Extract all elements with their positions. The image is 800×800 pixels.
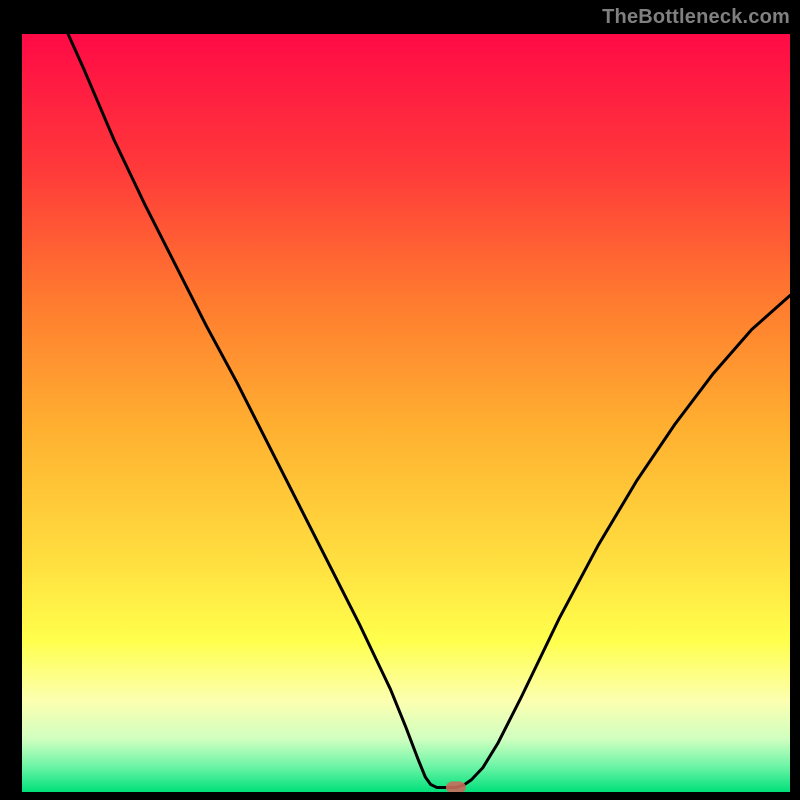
chart-background (22, 34, 790, 792)
chart-svg (22, 34, 790, 792)
stage: TheBottleneck.com (0, 0, 800, 800)
min-marker (446, 781, 466, 792)
watermark-text: TheBottleneck.com (602, 6, 790, 29)
plot-area (22, 34, 790, 792)
